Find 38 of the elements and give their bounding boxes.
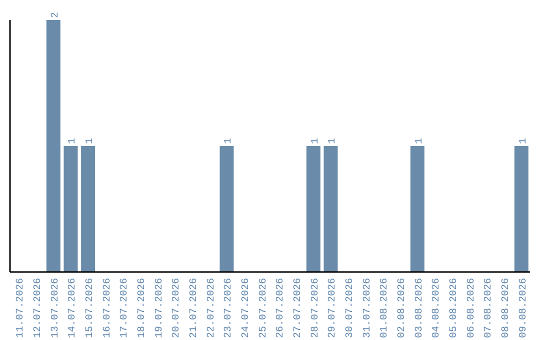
x-tick-label: 17.07.2026 (120, 278, 131, 338)
x-tick-label: 07.08.2026 (484, 278, 495, 338)
x-tick-label: 24.07.2026 (241, 278, 252, 338)
x-tick-label: 31.07.2026 (362, 278, 374, 338)
x-tick-label: 15.07.2026 (85, 278, 96, 338)
x-tick-label: 13.07.2026 (50, 278, 62, 338)
x-tick-label: 02.08.2026 (397, 278, 408, 338)
x-tick-label: 22.07.2026 (206, 278, 218, 338)
data-label: 1 (414, 138, 426, 144)
x-tick-label: 14.07.2026 (68, 278, 79, 338)
x-tick-label: 06.08.2026 (466, 278, 478, 338)
x-tick-label: 25.07.2026 (258, 278, 270, 338)
x-tick-label: 26.07.2026 (276, 278, 287, 338)
x-tick-label: 23.07.2026 (224, 278, 235, 338)
x-tick-label: 04.08.2026 (432, 278, 443, 338)
x-tick-label: 30.07.2026 (345, 278, 356, 338)
x-tick-label: 29.07.2026 (328, 278, 339, 338)
data-label: 1 (85, 138, 96, 144)
x-tick-label: 05.08.2026 (449, 278, 460, 338)
data-label: 1 (310, 138, 322, 144)
x-tick-label: 11.07.2026 (16, 278, 27, 338)
x-tick-label: 28.07.2026 (310, 278, 322, 338)
x-tick-label: 03.08.2026 (414, 278, 426, 338)
x-tick-label: 08.08.2026 (501, 278, 512, 338)
x-tick-label: 09.08.2026 (518, 278, 530, 338)
x-tick-label: 27.07.2026 (293, 278, 304, 338)
x-tick-label: 19.07.2026 (154, 278, 166, 338)
data-label: 1 (224, 138, 235, 144)
x-tick-label: 16.07.2026 (102, 278, 114, 338)
data-label: 1 (518, 138, 530, 144)
x-tick-label: 21.07.2026 (189, 278, 200, 338)
data-label: 1 (328, 138, 339, 144)
x-tick-label: 12.07.2026 (33, 278, 44, 338)
x-tick-label: 20.07.2026 (172, 278, 183, 338)
x-tick-label: 01.08.2026 (380, 278, 391, 338)
data-label: 1 (68, 138, 79, 144)
x-tick-label: 18.07.2026 (137, 278, 148, 338)
data-label: 2 (50, 12, 62, 18)
